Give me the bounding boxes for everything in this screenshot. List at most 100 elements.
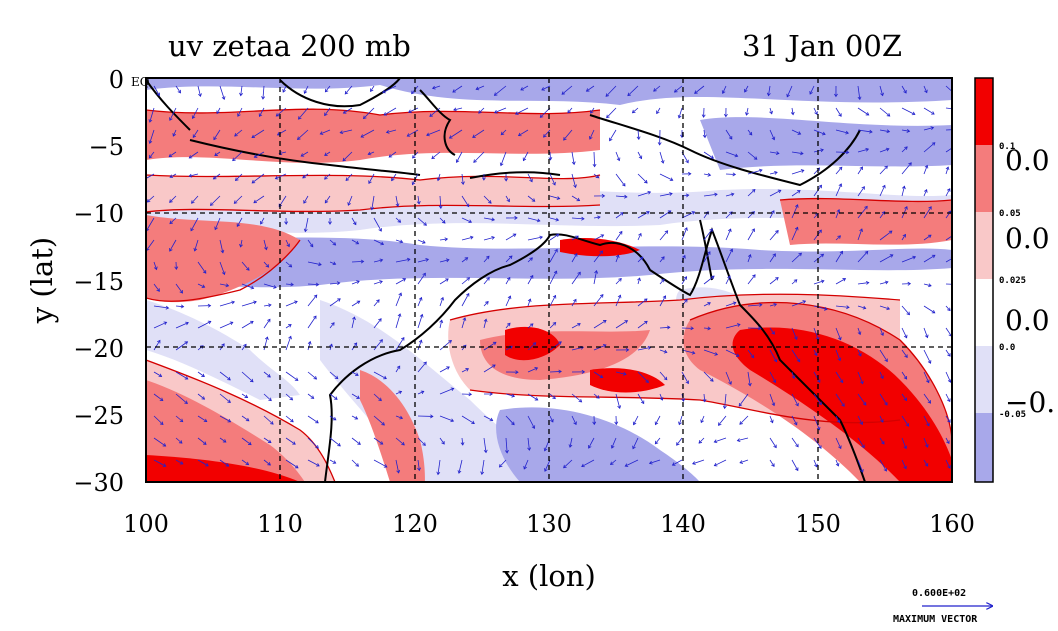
wind-vector-arrow (923, 165, 928, 175)
wind-vector-head (728, 136, 733, 140)
colorbar-frame (974, 77, 994, 483)
wind-vector-head (647, 190, 652, 195)
wind-vector-head (396, 365, 401, 370)
wind-vector-head (544, 468, 548, 472)
wind-vector-head (818, 184, 822, 189)
wind-vector-head (632, 445, 636, 450)
wind-vector-arrow (253, 195, 265, 204)
wind-vector-head (839, 250, 844, 255)
wind-vector-head (379, 258, 384, 263)
wind-vector-head (356, 280, 360, 284)
wind-vector-arrow (329, 415, 337, 421)
wind-vector-head (399, 239, 404, 244)
wind-vector-arrow (637, 298, 648, 307)
wind-vector-arrow (722, 85, 727, 94)
wind-vector-head (773, 302, 778, 307)
wind-vector-arrow (549, 233, 560, 241)
wind-vector-arrow (681, 227, 688, 241)
wind-vector-head (165, 305, 170, 310)
wind-vector-arrow (656, 107, 661, 114)
wind-vector-arrow (725, 324, 741, 329)
wind-vector-arrow (219, 261, 225, 275)
wind-vector-arrow (194, 239, 199, 251)
wind-vector-arrow (351, 239, 359, 245)
wind-vector-arrow (259, 107, 265, 117)
wind-vector-arrow (945, 210, 952, 219)
wind-vector-arrow (791, 300, 806, 307)
wind-vector-arrow (857, 206, 868, 219)
wind-vector-arrow (523, 151, 529, 161)
wind-vector-head (378, 397, 382, 402)
wind-vector-head (300, 153, 305, 157)
wind-vector-arrow (527, 257, 533, 263)
wind-vector-arrow (703, 173, 711, 176)
wind-vector-head (574, 253, 578, 257)
wind-vector-arrow (395, 415, 403, 419)
wind-vector-arrow (945, 415, 951, 423)
wind-vector-head (439, 319, 444, 324)
wind-vector-head (471, 420, 475, 424)
wind-vector-arrow (373, 393, 382, 401)
wind-vector-arrow (655, 415, 661, 425)
wind-vector-head (556, 196, 561, 200)
wind-vector-head (758, 302, 763, 307)
wind-vector-arrow (386, 129, 397, 133)
wind-vector-head (548, 157, 553, 161)
wind-vector-arrow (769, 349, 777, 362)
wind-vector-head (930, 126, 935, 131)
wind-vector-head (673, 89, 678, 93)
wind-vector-arrow (901, 305, 910, 315)
wind-vector-head (337, 442, 341, 447)
wind-vector-arrow (901, 129, 910, 132)
wind-vector-head (669, 192, 673, 196)
plot-frame (145, 77, 953, 483)
wind-vector-arrow (146, 217, 155, 231)
wind-vector-head (864, 250, 869, 255)
wind-vector-head (558, 369, 562, 374)
wind-vector-head (618, 277, 622, 282)
wind-vector-arrow (615, 254, 619, 263)
wind-vector-arrow (923, 327, 928, 338)
wind-vector-head (627, 92, 631, 97)
wind-vector-head (264, 246, 268, 251)
wind-vector-head (902, 233, 906, 238)
wind-vector-arrow (431, 151, 441, 159)
wind-vector-arrow (175, 305, 184, 308)
wind-vector-arrow (703, 275, 715, 285)
wind-vector-arrow (373, 371, 387, 379)
wind-vector-arrow (276, 107, 287, 117)
wind-vector-arrow (923, 142, 936, 153)
wind-vector-head (802, 300, 807, 304)
wind-vector-head (822, 131, 826, 136)
wind-vector-head (750, 354, 755, 359)
wind-vector-head (202, 441, 207, 445)
wind-vector-arrow (439, 297, 444, 307)
wind-vector-arrow (857, 415, 863, 425)
wind-vector-arrow (169, 107, 177, 121)
wind-vector-arrow (263, 261, 269, 268)
wind-vector-head (436, 471, 441, 476)
wind-vector-head (947, 353, 951, 357)
wind-vector-head (748, 131, 753, 136)
wind-vector-head (882, 184, 886, 189)
wind-vector-head (713, 462, 718, 467)
wind-vector-head (536, 218, 541, 223)
wind-vector-head (383, 112, 388, 116)
wind-vector-head (552, 322, 557, 326)
wind-vector-arrow (659, 151, 664, 164)
wind-vector-arrow (791, 393, 799, 407)
wind-vector-arrow (813, 305, 828, 310)
wind-vector-head (841, 403, 845, 407)
wind-vector-arrow (700, 415, 705, 423)
wind-vector-head (216, 110, 220, 115)
wind-vector-arrow (739, 459, 749, 464)
wind-vector-head (179, 418, 184, 423)
wind-vector-head (448, 339, 452, 344)
wind-vector-arrow (813, 349, 818, 356)
wind-vector-head (790, 111, 795, 116)
wind-vector-head (837, 357, 842, 362)
wind-vector-arrow (147, 195, 155, 203)
wind-vector-arrow (285, 459, 299, 469)
wind-vector-arrow (659, 210, 672, 219)
wind-vector-head (352, 316, 356, 321)
